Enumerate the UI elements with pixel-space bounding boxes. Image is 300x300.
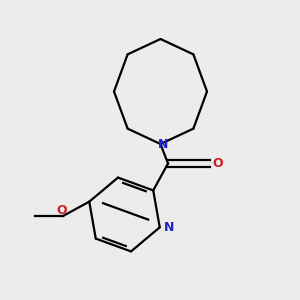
Text: O: O [212,157,223,170]
Text: N: N [158,137,169,151]
Text: O: O [56,204,67,217]
Text: N: N [164,221,175,234]
